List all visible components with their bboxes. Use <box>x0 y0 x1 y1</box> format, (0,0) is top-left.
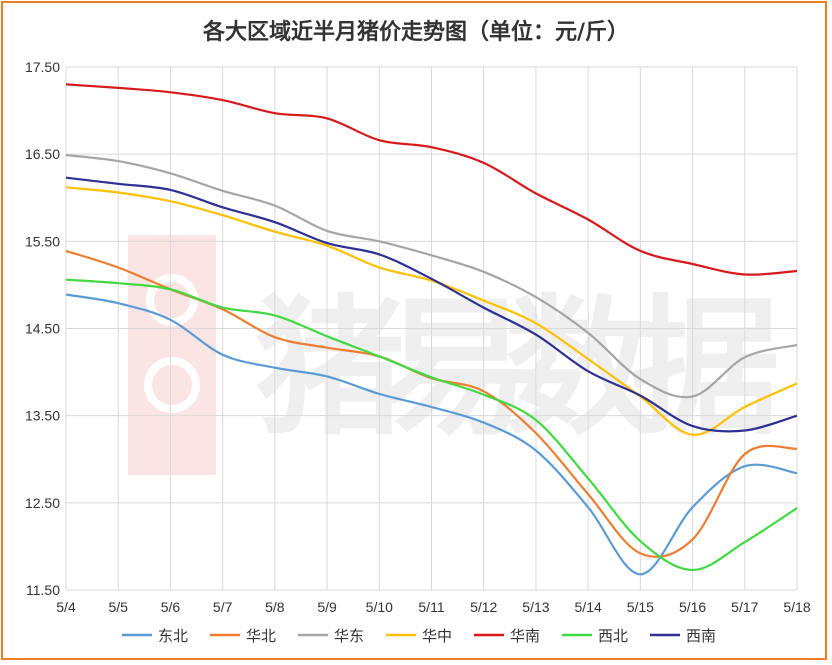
x-tick-label: 5/5 <box>108 599 128 615</box>
legend-item: 华北 <box>210 627 276 645</box>
legend-item: 西南 <box>650 627 716 645</box>
watermark-char: 据 <box>630 282 780 456</box>
y-tick-label: 13.50 <box>25 408 60 424</box>
legend-label: 西南 <box>686 627 716 645</box>
chart-title: 各大区域近半月猪价走势图（单位：元/斤） <box>202 20 630 45</box>
legend-label: 东北 <box>158 627 188 645</box>
series-line-西南 <box>65 176 798 433</box>
x-tick-label: 5/7 <box>213 599 233 615</box>
x-tick-label: 5/14 <box>575 599 602 615</box>
gridlines <box>65 66 798 591</box>
watermark-logo-block <box>128 235 216 475</box>
y-tick-label: 11.50 <box>26 582 60 598</box>
x-tick-label: 5/6 <box>161 599 181 615</box>
x-tick-label: 5/18 <box>783 599 810 615</box>
legend-item: 华南 <box>474 627 540 645</box>
y-tick-label: 15.50 <box>25 233 60 249</box>
x-tick-label: 5/13 <box>522 599 549 615</box>
y-tick-label: 17.50 <box>25 59 60 75</box>
series-line-西北 <box>65 278 798 572</box>
y-tick-label: 14.50 <box>25 321 60 337</box>
legend-item: 华中 <box>386 627 452 645</box>
watermark-logo-ring <box>146 274 198 326</box>
series-lines <box>65 83 798 576</box>
legend-item: 华东 <box>298 627 364 645</box>
legend-label: 华中 <box>422 627 452 645</box>
y-tick-label: 16.50 <box>25 146 60 162</box>
y-tick-label: 12.50 <box>25 495 60 511</box>
watermark-char: 易 <box>380 282 530 456</box>
x-tick-label: 5/8 <box>265 599 285 615</box>
x-tick-label: 5/12 <box>470 599 497 615</box>
legend-item: 东北 <box>122 627 188 645</box>
series-line-华南 <box>65 83 798 276</box>
legend-item: 西北 <box>562 627 628 645</box>
watermark-logo <box>128 235 216 475</box>
x-tick-label: 5/17 <box>731 599 758 615</box>
legend: 东北 华北 华东 华中 华南 西北 西南 <box>122 627 716 645</box>
watermark-logo-ring <box>144 357 200 413</box>
x-tick-label: 5/15 <box>627 599 654 615</box>
series-line-华东 <box>65 153 798 399</box>
x-tick-label: 5/9 <box>317 599 337 615</box>
x-tick-label: 5/16 <box>679 599 706 615</box>
legend-label: 西北 <box>598 627 628 645</box>
x-tick-label: 5/10 <box>366 599 393 615</box>
series-line-东北 <box>65 293 798 576</box>
legend-label: 华南 <box>510 627 540 645</box>
legend-label: 华东 <box>334 627 364 645</box>
legend-label: 华北 <box>246 627 276 645</box>
x-tick-label: 5/4 <box>56 599 76 615</box>
axes: 11.50 12.50 13.50 14.50 15.50 16.50 17.50 5/4 5/… <box>25 59 811 615</box>
x-tick-label: 5/11 <box>418 599 444 615</box>
